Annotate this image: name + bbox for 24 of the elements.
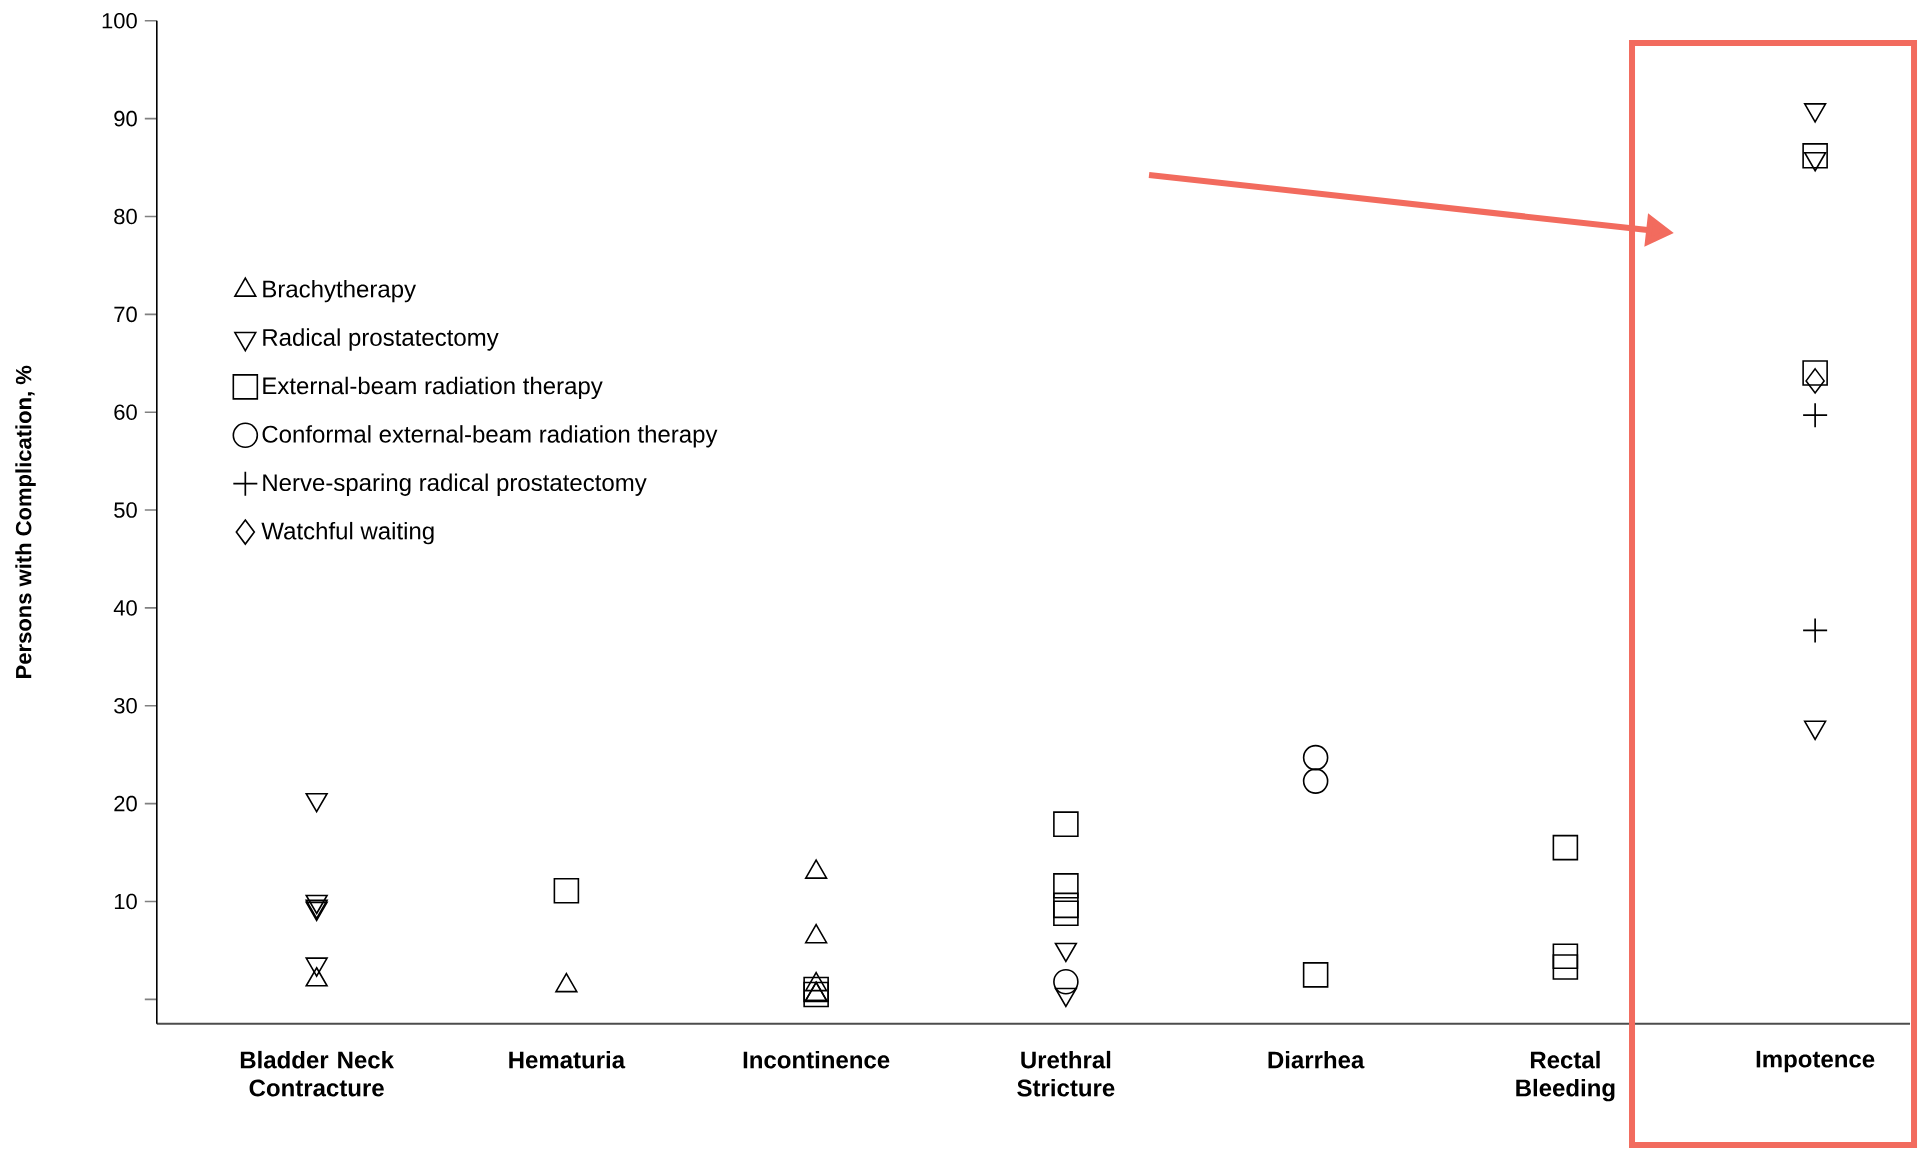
x-tick-label: Urethral Stricture xyxy=(1017,1050,1115,1097)
y-tick-label: 30 xyxy=(114,698,137,714)
y-tick-label: 10 xyxy=(114,893,137,910)
legend-label: Watchful waiting xyxy=(261,521,434,545)
x-tick-label: Impotence xyxy=(1756,1050,1875,1073)
y-tick-label: 80 xyxy=(114,208,137,225)
legend-label: Nerve-sparing radical prostatectomy xyxy=(263,473,647,496)
legend-label: Radical prostatectomy xyxy=(263,328,499,351)
x-tick-label: Rectal Bleeding xyxy=(1516,1050,1615,1102)
y-tick-label: 40 xyxy=(113,600,137,616)
y-tick-label: 70 xyxy=(114,306,137,323)
y-tick-label: 20 xyxy=(114,795,137,812)
x-tick-label: Diarrhea xyxy=(1268,1050,1365,1069)
y-tick-label: 100 xyxy=(102,13,137,29)
y-axis-title: Persons with Complication, % xyxy=(15,365,36,678)
y-tick-label: 90 xyxy=(114,110,137,127)
y-tick-label: 50 xyxy=(114,502,137,518)
legend-label: Brachytherapy xyxy=(263,279,416,303)
legend-label: External-beam radiation therapy xyxy=(263,376,603,400)
x-tick-label: Incontinence xyxy=(743,1050,890,1069)
legend-label: Conformal external-beam radiation therapy xyxy=(262,425,718,448)
x-tick-label: Hematuria xyxy=(509,1050,626,1069)
x-tick-label: Bladder Neck Contracture xyxy=(240,1050,394,1097)
y-tick-label: 60 xyxy=(114,404,137,420)
